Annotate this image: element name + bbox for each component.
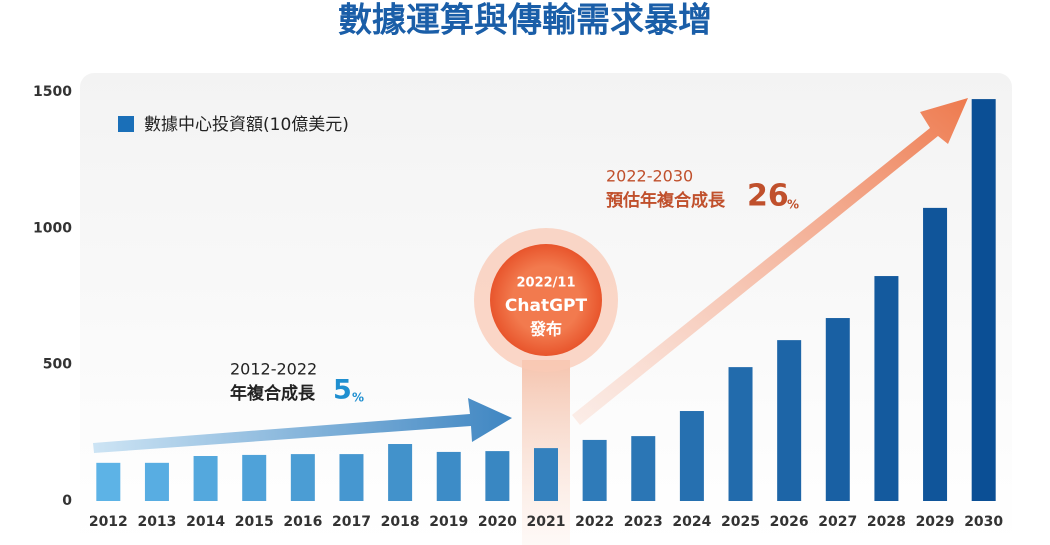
event-date: 2022/11 [516, 276, 575, 291]
bar [777, 340, 802, 501]
x-tick-label: 2016 [283, 514, 322, 530]
bar [290, 454, 315, 501]
bar [582, 439, 607, 501]
y-tick-label: 1000 [33, 220, 72, 236]
bar [923, 207, 948, 501]
x-tick-label: 2021 [527, 514, 566, 530]
y-tick-label: 0 [62, 493, 72, 509]
y-tick-label: 500 [43, 357, 72, 373]
x-tick-label: 2025 [721, 514, 760, 530]
chart-title: 數據運算與傳輸需求暴增 [338, 1, 712, 41]
bar [436, 451, 461, 501]
x-tick-label: 2026 [770, 514, 809, 530]
past-value: 5 [333, 375, 352, 406]
past-unit: % [352, 391, 364, 405]
bar [971, 99, 996, 502]
x-tick-label: 2017 [332, 514, 371, 530]
future-label: 預估年複合成長 [606, 190, 726, 211]
y-tick-label: 1500 [33, 84, 72, 100]
legend-label: 數據中心投資額(10億美元) [144, 115, 349, 135]
past-label: 年複合成長 [230, 383, 316, 404]
x-tick-label: 2023 [624, 514, 663, 530]
bar [534, 448, 558, 501]
x-tick-label: 2019 [429, 514, 468, 530]
x-tick-label: 2027 [818, 514, 857, 530]
bar [193, 456, 218, 501]
bar [631, 436, 656, 501]
x-tick-label: 2029 [916, 514, 955, 530]
x-tick-label: 2013 [137, 514, 176, 530]
bar [144, 462, 169, 501]
bar [242, 454, 267, 501]
past-trend-arrow [93, 398, 512, 453]
x-tick-label: 2015 [235, 514, 274, 530]
x-tick-label: 2014 [186, 514, 225, 530]
future-trend-arrow [572, 98, 968, 425]
x-tick-label: 2012 [89, 514, 128, 530]
bar [728, 367, 753, 501]
x-tick-label: 2028 [867, 514, 906, 530]
bar [485, 451, 510, 501]
x-tick-label: 2022 [575, 514, 614, 530]
event-circle [490, 244, 602, 356]
bar [388, 444, 413, 501]
x-tick-label: 2030 [964, 514, 1003, 530]
x-tick-label: 2024 [672, 514, 711, 530]
bar [825, 318, 850, 501]
event-name: ChatGPT [505, 296, 588, 316]
past-period: 2012-2022 [230, 360, 317, 379]
future-value: 26 [747, 179, 789, 214]
future-unit: % [787, 198, 799, 212]
future-period: 2022-2030 [606, 167, 693, 186]
bar [679, 411, 704, 501]
bars [96, 99, 996, 502]
legend-swatch [118, 116, 134, 132]
x-tick-label: 2018 [381, 514, 420, 530]
bar [874, 276, 899, 501]
x-tick-label: 2020 [478, 514, 517, 530]
bar [339, 454, 364, 501]
bar [96, 462, 121, 501]
event-action: 發布 [529, 320, 562, 339]
